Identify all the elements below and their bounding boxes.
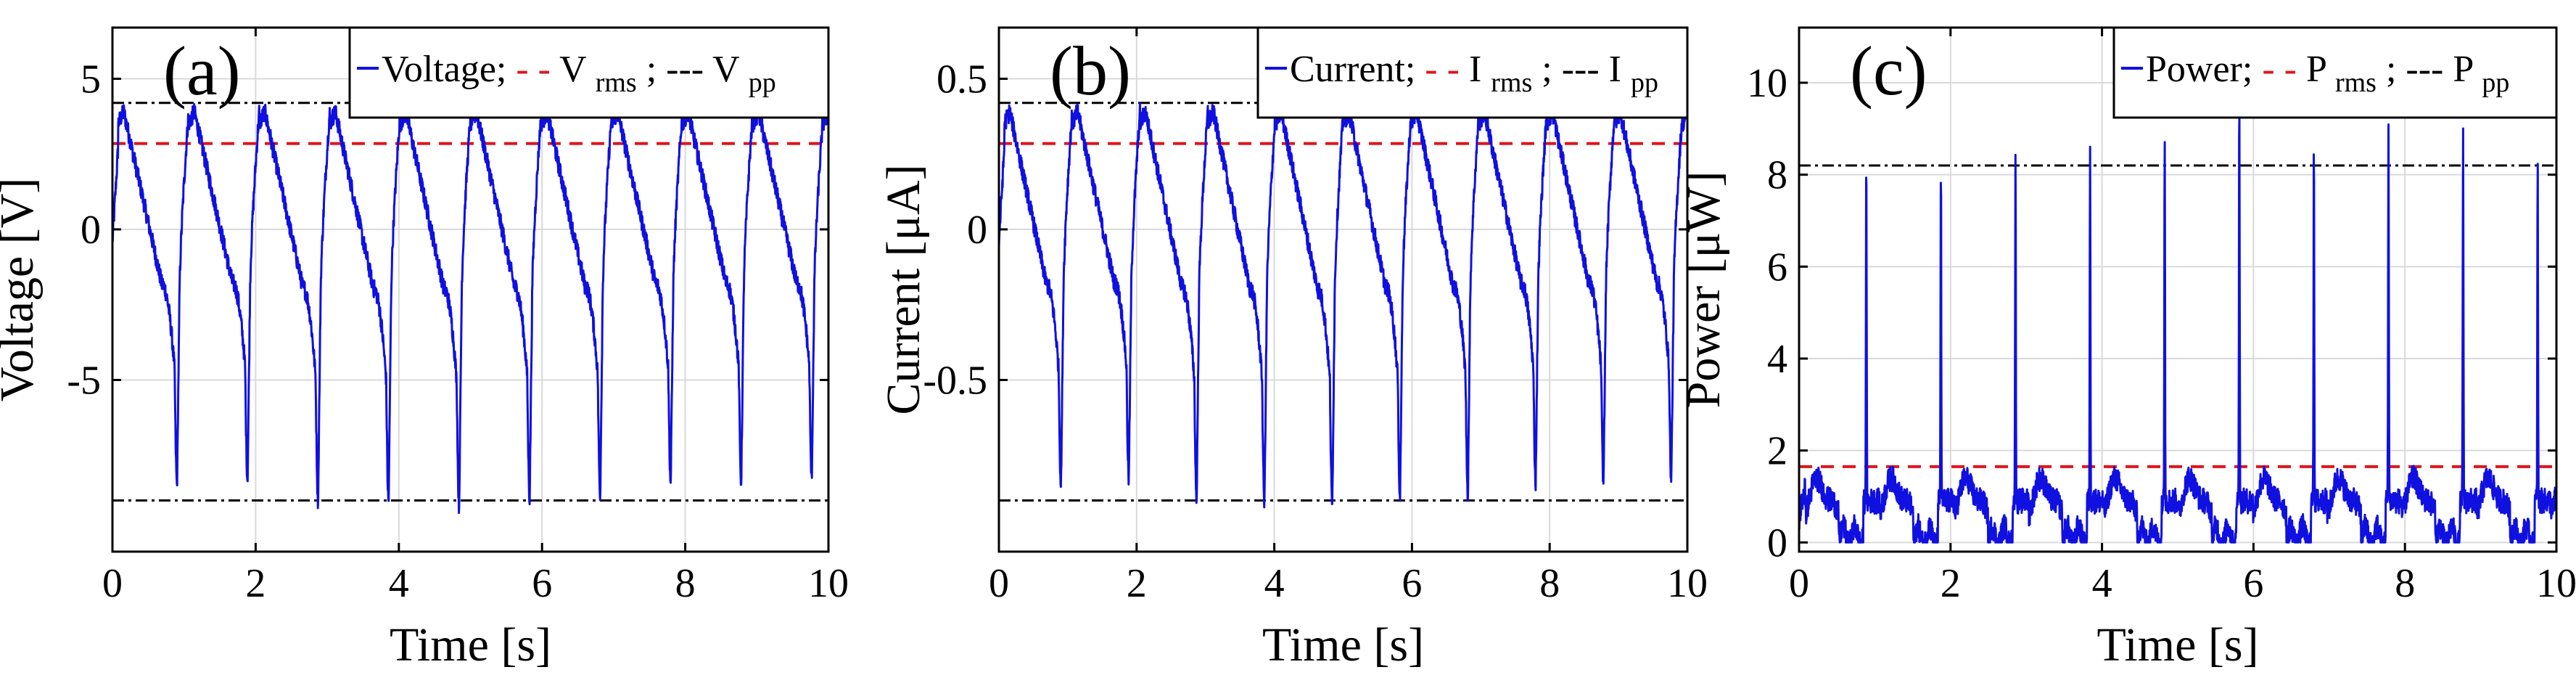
legend-pp-main: V: [712, 49, 739, 90]
y-tick-label: 2: [1767, 429, 1787, 474]
legend-rms-sub: rms: [2335, 68, 2377, 98]
x-tick-label: 6: [2243, 561, 2263, 606]
legend-pp-main: P: [2453, 49, 2472, 90]
legend: Power; - - P rms ; --- P pp: [2112, 26, 2558, 119]
y-tick-label: -5: [67, 358, 101, 403]
power-line: [1798, 115, 2558, 544]
y-tick-label: 8: [1767, 153, 1787, 198]
x-axis-label: Time [s]: [2096, 618, 2258, 671]
x-tick-label: 10: [808, 561, 849, 606]
y-tick-label: -0.5: [923, 358, 987, 403]
x-tick-label: 6: [1402, 561, 1422, 606]
panel-label: (a): [163, 32, 241, 110]
ticks: 0 2 4 6 8 10 -5 0 5: [67, 28, 849, 606]
legend-rms-dash: - -: [2262, 49, 2297, 90]
y-tick-label: 0.5: [937, 57, 987, 102]
legend-rms-sep: ;: [646, 49, 657, 90]
legend-rms-sep: ;: [1542, 49, 1552, 90]
panel-power: 0 2 4 6 8 10 0 2 4 6 8 10 (c) Power; - - P rms ; --…: [1677, 26, 2576, 671]
reference-lines: [1799, 164, 2556, 468]
legend-rms-dash: - -: [516, 49, 551, 90]
panel-current: 0 2 4 6 8 10 -0.5 0 0.5 (b) Current; - - I rms ;…: [877, 26, 1708, 671]
ticks: 0 2 4 6 8 10 0 2 4 6 8 10: [1747, 28, 2576, 606]
x-tick-label: 4: [1264, 561, 1285, 606]
legend-pp-dash: ---: [2406, 49, 2443, 90]
legend-series-label: Current;: [1290, 49, 1415, 90]
legend-rms-main: V: [559, 49, 586, 90]
y-tick-label: 0: [967, 208, 987, 253]
y-tick-label: 5: [81, 57, 101, 102]
x-tick-label: 2: [1127, 561, 1147, 606]
y-tick-label: 6: [1767, 245, 1787, 290]
x-axis-label: Time [s]: [1262, 618, 1424, 671]
x-tick-label: 4: [389, 561, 409, 606]
y-tick-label: 0: [1767, 520, 1787, 565]
x-tick-label: 8: [2395, 561, 2415, 606]
legend-rms-main: P: [2306, 49, 2326, 90]
x-axis-label: Time [s]: [390, 618, 551, 671]
x-tick-label: 0: [102, 561, 123, 606]
legend: Voltage; - - V rms ; --- V pp: [348, 26, 830, 119]
legend-rms-dash: - -: [1425, 49, 1460, 90]
y-tick-label: 0: [81, 208, 101, 253]
y-axis-label: Power [μW]: [1677, 171, 1730, 409]
y-tick-label: 10: [1747, 61, 1787, 106]
legend-pp-dash: ---: [666, 49, 704, 90]
legend-rms-sub: rms: [596, 68, 637, 98]
legend-pp-sub: pp: [1631, 68, 1658, 98]
legend-box: [348, 26, 830, 119]
legend-rms-sub: rms: [1491, 68, 1532, 98]
legend-rms-sep: ;: [2386, 49, 2396, 90]
legend-pp-sub: pp: [2482, 68, 2509, 98]
x-tick-label: 10: [2536, 561, 2576, 606]
x-tick-label: 2: [1941, 561, 1961, 606]
x-tick-label: 4: [2092, 561, 2112, 606]
legend-series-label: Voltage;: [382, 49, 506, 90]
y-tick-label: 4: [1767, 337, 1787, 382]
x-tick-label: 10: [1667, 561, 1708, 606]
legend-rms-main: I: [1469, 49, 1481, 90]
legend-text: Power; - - P rms ; --- P pp: [2146, 49, 2509, 100]
x-tick-label: 0: [989, 561, 1009, 606]
legend-series-label: Power;: [2146, 49, 2252, 90]
legend-pp-main: I: [1609, 49, 1621, 90]
panel-voltage: 0 2 4 6 8 10 -5 0 5 (a) Voltage; - - V rms ; ---…: [0, 26, 849, 671]
legend-pp-dash: ---: [1562, 49, 1600, 90]
legend-text: Voltage; - - V rms ; --- V pp: [382, 49, 776, 100]
x-tick-label: 6: [532, 561, 552, 606]
legend-box: [1256, 26, 1689, 119]
x-tick-label: 0: [1789, 561, 1809, 606]
x-tick-label: 8: [1539, 561, 1560, 606]
x-tick-label: 2: [245, 561, 266, 606]
legend-text: Current; - - I rms ; --- I pp: [1290, 49, 1658, 100]
y-axis-label: Voltage [V]: [0, 178, 44, 402]
panel-label: (b): [1050, 32, 1131, 110]
legend-pp-sub: pp: [749, 68, 776, 98]
legend-box: [2112, 26, 2558, 119]
y-axis-label: Current [μA]: [877, 164, 930, 414]
x-tick-label: 8: [675, 561, 696, 606]
current-line: [997, 102, 1689, 509]
legend: Current; - - I rms ; --- I pp: [1256, 26, 1689, 119]
panel-label: (c): [1850, 32, 1927, 110]
